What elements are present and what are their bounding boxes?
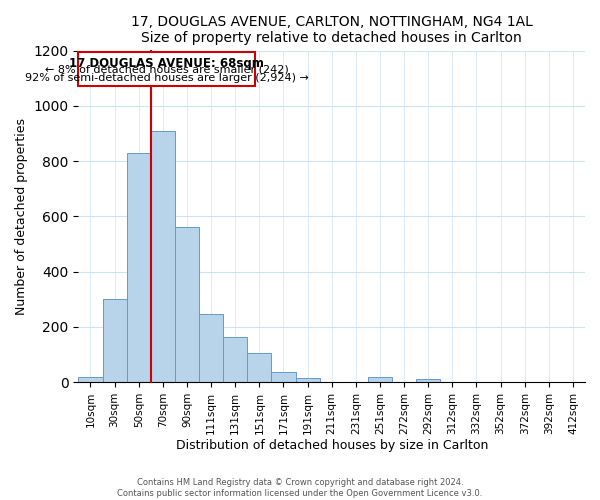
Text: Contains HM Land Registry data © Crown copyright and database right 2024.
Contai: Contains HM Land Registry data © Crown c… <box>118 478 482 498</box>
Title: 17, DOUGLAS AVENUE, CARLTON, NOTTINGHAM, NG4 1AL
Size of property relative to de: 17, DOUGLAS AVENUE, CARLTON, NOTTINGHAM,… <box>131 15 533 45</box>
Bar <box>103 299 127 382</box>
Bar <box>151 130 175 382</box>
Text: ← 8% of detached houses are smaller (242): ← 8% of detached houses are smaller (242… <box>44 65 289 75</box>
Text: 92% of semi-detached houses are larger (2,924) →: 92% of semi-detached houses are larger (… <box>25 72 308 83</box>
Bar <box>175 228 199 382</box>
Bar <box>199 314 223 382</box>
Bar <box>416 380 440 382</box>
Bar <box>223 336 247 382</box>
Y-axis label: Number of detached properties: Number of detached properties <box>15 118 28 315</box>
Bar <box>271 372 296 382</box>
Bar <box>127 153 151 382</box>
Text: 17 DOUGLAS AVENUE: 68sqm: 17 DOUGLAS AVENUE: 68sqm <box>69 56 264 70</box>
Bar <box>79 376 103 382</box>
Bar <box>247 353 271 382</box>
Bar <box>368 376 392 382</box>
Bar <box>296 378 320 382</box>
X-axis label: Distribution of detached houses by size in Carlton: Distribution of detached houses by size … <box>176 440 488 452</box>
FancyBboxPatch shape <box>79 52 254 86</box>
